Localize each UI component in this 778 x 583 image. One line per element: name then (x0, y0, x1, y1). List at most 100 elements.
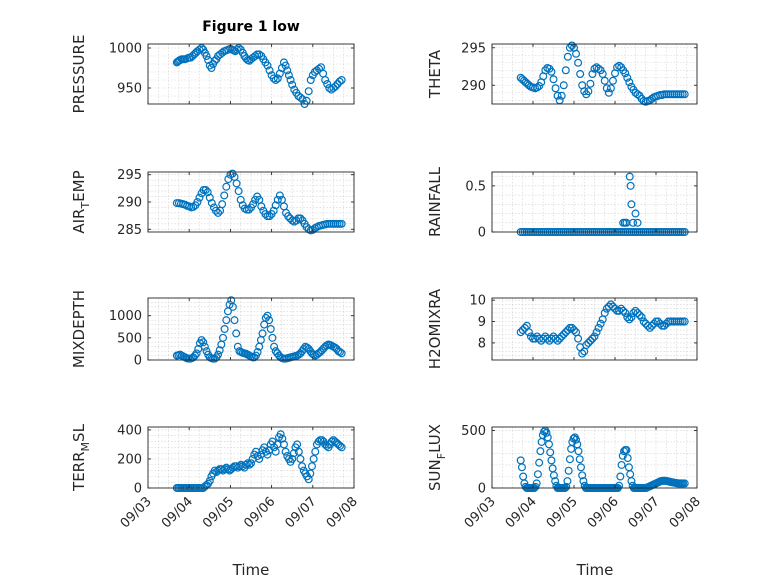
axis-frame (147, 43, 355, 105)
data-point (306, 75, 315, 84)
data-point (244, 205, 253, 214)
data-point (520, 323, 529, 332)
data-point (633, 90, 642, 99)
data-point (594, 323, 603, 332)
data-point (637, 313, 646, 322)
x-tick-label: 09/07 (283, 494, 320, 531)
y-tick-label: 0 (134, 354, 142, 369)
data-point (245, 460, 254, 469)
data-point (575, 455, 584, 464)
data-point (222, 182, 231, 191)
series-markers (172, 296, 346, 363)
data-point (218, 200, 227, 209)
data-point (230, 316, 239, 325)
data-point (626, 181, 635, 190)
data-point (559, 81, 568, 90)
data-point (639, 317, 648, 326)
axis-frame (491, 297, 698, 361)
data-point (232, 179, 241, 188)
data-point (606, 300, 615, 309)
data-point (559, 330, 568, 339)
data-point (214, 350, 223, 359)
data-point (588, 334, 597, 343)
data-point (647, 321, 656, 330)
y-tick-label: 500 (117, 331, 142, 346)
data-point (288, 454, 297, 463)
data-point (281, 447, 290, 456)
data-point (222, 316, 231, 325)
data-point (296, 454, 305, 463)
data-point (615, 61, 624, 70)
data-point (283, 66, 292, 75)
data-point (563, 477, 572, 486)
data-point (270, 342, 279, 351)
subplot-air-temp: 285 290 295 AIRTEMP (70, 168, 355, 238)
subplot-pressure: 950 1000 PRESSURE (70, 35, 355, 113)
data-point (553, 336, 562, 345)
y-tick-label: 295 (461, 41, 486, 56)
data-point (680, 479, 689, 488)
data-point (633, 218, 642, 227)
data-point (201, 186, 210, 195)
data-point (271, 201, 280, 210)
axis-frame (147, 426, 355, 489)
x-tick-label: 09/08 (324, 494, 361, 531)
x-tick-label: 09/06 (585, 494, 622, 531)
y-tick-label: 1000 (109, 42, 142, 57)
data-point (311, 447, 320, 456)
data-point (645, 323, 654, 332)
axis-frame (491, 171, 698, 233)
data-point (586, 336, 595, 345)
data-point (627, 200, 636, 209)
data-point (680, 317, 689, 326)
data-point (574, 58, 583, 67)
data-point (596, 319, 605, 328)
data-point (279, 440, 288, 449)
data-point (273, 74, 282, 83)
data-point (234, 187, 243, 196)
data-point (588, 69, 597, 78)
data-point (292, 216, 301, 225)
data-point (536, 447, 545, 456)
data-point (544, 440, 553, 449)
data-point (623, 73, 632, 82)
data-point (323, 79, 332, 88)
data-point (223, 465, 232, 474)
data-point (220, 325, 229, 334)
x-axis-label-right: Time (576, 561, 614, 579)
data-point (189, 202, 198, 211)
data-point (284, 71, 293, 80)
x-tick-label: 09/05 (544, 494, 581, 531)
data-point (255, 50, 264, 59)
series-markers (172, 169, 346, 235)
x-tick-label: 09/05 (200, 494, 237, 531)
data-point (627, 477, 636, 486)
data-point (531, 482, 540, 491)
data-point (613, 63, 622, 72)
data-point (200, 342, 209, 351)
data-point (579, 477, 588, 486)
x-tick-label: 09/03 (118, 494, 155, 531)
data-point (294, 447, 303, 456)
data-point (625, 78, 634, 87)
figure-title: Figure 1 low (202, 19, 300, 35)
data-point (234, 43, 243, 52)
data-point (564, 466, 573, 475)
data-point (555, 334, 564, 343)
data-point (680, 90, 689, 99)
data-point (654, 317, 663, 326)
data-point (253, 348, 262, 357)
data-point (584, 87, 593, 96)
data-point (337, 349, 346, 358)
data-point (263, 61, 272, 70)
data-point (572, 435, 581, 444)
data-point (656, 319, 665, 328)
data-point (623, 313, 632, 322)
data-point (278, 434, 287, 443)
data-point (524, 328, 533, 337)
data-point (284, 212, 293, 221)
data-point (594, 64, 603, 73)
data-point (337, 75, 346, 84)
data-point (276, 430, 285, 439)
data-point (557, 332, 566, 341)
